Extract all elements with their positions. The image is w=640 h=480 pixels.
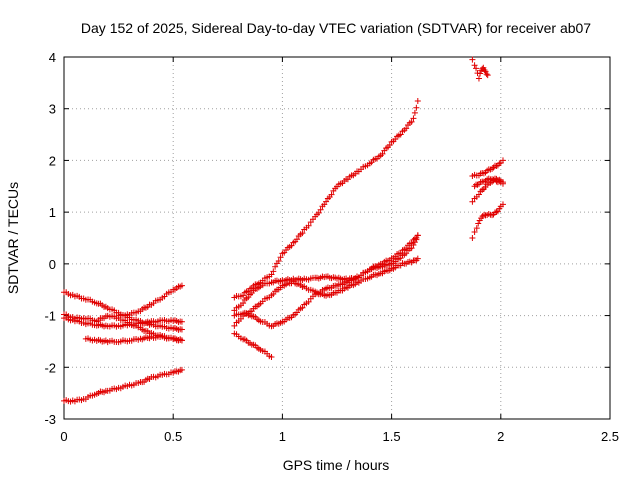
data-point xyxy=(397,131,404,138)
data-point xyxy=(414,97,421,104)
chart-title: Day 152 of 2025, Sidereal Day-to-day VTE… xyxy=(81,20,591,36)
data-point xyxy=(475,75,482,82)
series-track-d xyxy=(82,333,185,346)
data-point xyxy=(411,235,418,242)
data-point xyxy=(275,258,282,265)
data-point xyxy=(479,213,486,220)
data-point xyxy=(315,209,322,216)
series-track-e xyxy=(115,282,185,319)
data-point xyxy=(408,239,415,246)
data-point xyxy=(178,337,185,344)
data-point xyxy=(268,271,275,278)
data-point xyxy=(477,70,484,77)
series-track-k xyxy=(231,255,421,329)
y-tick-label: -1 xyxy=(44,309,56,324)
y-tick-label: 3 xyxy=(49,102,56,117)
plot-frame xyxy=(63,56,611,420)
data-point xyxy=(414,255,421,262)
data-point xyxy=(299,304,306,311)
y-tick-label: -2 xyxy=(44,360,56,375)
axis-ticks: 0 0.5 1 1.5 2 2.5 -3 -2 -1 0 1 2 3 4 xyxy=(44,50,619,444)
data-point xyxy=(299,230,306,237)
data-point xyxy=(178,366,185,373)
data-point xyxy=(474,181,481,188)
data-point xyxy=(268,353,275,360)
data-point xyxy=(493,208,500,215)
y-tick-label: 1 xyxy=(49,205,56,220)
series-track-p xyxy=(469,201,506,241)
data-point xyxy=(484,72,491,79)
data-point xyxy=(178,326,185,333)
data-point xyxy=(379,150,386,157)
y-tick-label: 0 xyxy=(49,257,56,272)
data-point xyxy=(469,198,476,205)
data-point xyxy=(305,298,312,305)
data-point xyxy=(317,206,324,213)
x-tick-label: 1 xyxy=(279,429,286,444)
data-point xyxy=(240,300,247,307)
data-point xyxy=(483,71,490,78)
data-point xyxy=(178,282,185,289)
data-point xyxy=(403,125,410,132)
data-point xyxy=(408,245,415,252)
series-track-o xyxy=(471,175,506,190)
x-tick-label: 2.5 xyxy=(601,429,619,444)
data-point xyxy=(293,236,300,243)
y-axis-label: SDTVAR / TECUs xyxy=(5,182,21,294)
data-point xyxy=(270,268,277,275)
data-point xyxy=(489,212,496,219)
data-point xyxy=(408,118,415,125)
data-point xyxy=(413,104,420,111)
data-point xyxy=(288,242,295,249)
y-tick-label: -3 xyxy=(44,412,56,427)
data-point xyxy=(469,56,476,63)
x-tick-label: 2 xyxy=(497,429,504,444)
data-point xyxy=(473,65,480,72)
data-points xyxy=(61,56,506,405)
data-point xyxy=(475,191,482,198)
data-point xyxy=(489,165,496,172)
data-point xyxy=(493,162,500,169)
x-axis-label: GPS time / hours xyxy=(283,457,390,473)
data-point xyxy=(481,67,488,74)
data-point xyxy=(469,235,476,241)
data-point xyxy=(499,157,506,164)
data-point xyxy=(277,254,284,261)
data-point xyxy=(323,198,330,205)
y-tick-label: 4 xyxy=(49,50,56,65)
data-point xyxy=(411,109,418,116)
data-point xyxy=(410,115,417,122)
data-point xyxy=(496,178,503,185)
grid-lines xyxy=(64,57,610,419)
x-tick-label: 0 xyxy=(60,429,67,444)
series-track-f xyxy=(61,366,185,405)
data-point xyxy=(386,142,393,149)
series-track-m xyxy=(469,157,506,179)
data-point xyxy=(328,191,335,198)
data-point xyxy=(414,232,421,239)
y-tick-label: 2 xyxy=(49,153,56,168)
series-track-l xyxy=(469,56,491,82)
data-point xyxy=(178,318,185,325)
series-track-i xyxy=(231,232,421,314)
data-point xyxy=(473,225,480,232)
series-track-j xyxy=(231,232,421,330)
x-tick-label: 0.5 xyxy=(164,429,182,444)
series-track-g xyxy=(231,330,275,360)
data-point xyxy=(475,220,482,227)
x-tick-label: 1.5 xyxy=(383,429,401,444)
series-track-h xyxy=(231,97,421,301)
data-point xyxy=(499,180,506,187)
data-point xyxy=(471,62,478,69)
data-point xyxy=(494,208,501,215)
data-point xyxy=(482,68,489,75)
data-point xyxy=(231,322,238,329)
data-point xyxy=(471,229,478,236)
data-point xyxy=(499,201,506,208)
data-point xyxy=(305,222,312,229)
data-point xyxy=(272,263,279,270)
